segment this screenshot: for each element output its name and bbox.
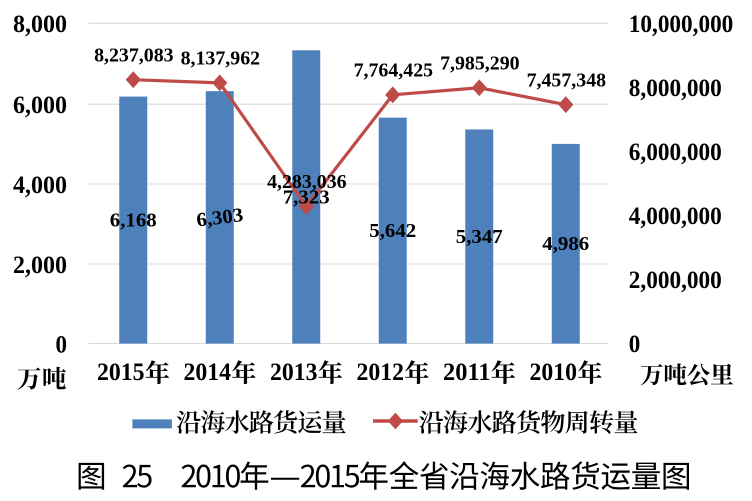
svg-text:6,000,000: 6,000,000 xyxy=(629,139,722,166)
svg-text:8,237,083: 8,237,083 xyxy=(94,44,174,66)
svg-text:10,000,000: 10,000,000 xyxy=(629,11,734,38)
svg-text:0: 0 xyxy=(629,331,641,358)
svg-text:2013: 2013 xyxy=(270,359,318,386)
svg-text:4,000: 4,000 xyxy=(13,172,67,199)
svg-text:8,000: 8,000 xyxy=(13,11,67,38)
svg-text:7,457,348: 7,457,348 xyxy=(527,69,607,91)
svg-text:5,347: 5,347 xyxy=(456,226,503,248)
svg-text:8,137,962: 8,137,962 xyxy=(181,48,261,70)
svg-text:4,283,036: 4,283,036 xyxy=(267,171,347,193)
svg-text:4,986: 4,986 xyxy=(542,233,589,255)
svg-text:0: 0 xyxy=(56,332,68,359)
svg-text:2014: 2014 xyxy=(184,359,232,386)
svg-text:2010: 2010 xyxy=(530,359,578,386)
svg-text:4,000,000: 4,000,000 xyxy=(629,203,722,230)
svg-text:2,000,000: 2,000,000 xyxy=(629,267,722,294)
svg-text:7,985,290: 7,985,290 xyxy=(440,52,520,74)
svg-text:8,000,000: 8,000,000 xyxy=(629,75,722,102)
svg-text:2012: 2012 xyxy=(357,359,405,386)
svg-text:2,000: 2,000 xyxy=(13,252,67,279)
svg-text:2015: 2015 xyxy=(97,359,145,386)
svg-text:6,000: 6,000 xyxy=(13,92,67,119)
svg-text:7,764,425: 7,764,425 xyxy=(354,59,434,81)
svg-text:6,168: 6,168 xyxy=(110,210,157,232)
svg-text:7,323: 7,323 xyxy=(283,186,330,208)
svg-text:2011: 2011 xyxy=(443,359,491,386)
svg-text:5,642: 5,642 xyxy=(369,220,416,242)
